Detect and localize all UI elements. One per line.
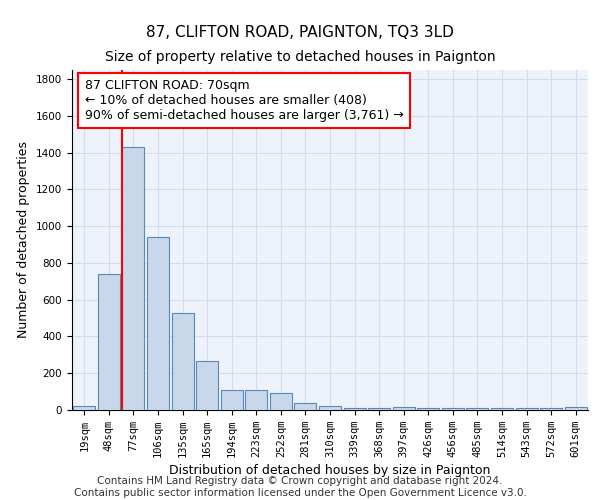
Bar — [515, 408, 538, 410]
Bar — [417, 408, 439, 410]
Text: 87, CLIFTON ROAD, PAIGNTON, TQ3 3LD: 87, CLIFTON ROAD, PAIGNTON, TQ3 3LD — [146, 25, 454, 40]
Bar — [466, 408, 488, 410]
Bar — [172, 312, 194, 410]
Bar — [344, 408, 365, 410]
Bar — [368, 408, 390, 410]
Bar — [540, 408, 562, 410]
Bar — [147, 237, 169, 410]
X-axis label: Distribution of detached houses by size in Paignton: Distribution of detached houses by size … — [169, 464, 491, 477]
Bar — [221, 390, 243, 410]
Bar — [122, 147, 145, 410]
Text: Contains HM Land Registry data © Crown copyright and database right 2024.
Contai: Contains HM Land Registry data © Crown c… — [74, 476, 526, 498]
Bar — [295, 402, 316, 410]
Bar — [319, 406, 341, 410]
Bar — [73, 406, 95, 410]
Bar — [245, 390, 268, 410]
Y-axis label: Number of detached properties: Number of detached properties — [17, 142, 31, 338]
Bar — [392, 407, 415, 410]
Bar — [565, 407, 587, 410]
Bar — [270, 392, 292, 410]
Bar — [196, 362, 218, 410]
Bar — [442, 408, 464, 410]
Bar — [491, 408, 513, 410]
Text: Size of property relative to detached houses in Paignton: Size of property relative to detached ho… — [104, 50, 496, 64]
Bar — [98, 274, 120, 410]
Text: 87 CLIFTON ROAD: 70sqm
← 10% of detached houses are smaller (408)
90% of semi-de: 87 CLIFTON ROAD: 70sqm ← 10% of detached… — [85, 79, 403, 122]
